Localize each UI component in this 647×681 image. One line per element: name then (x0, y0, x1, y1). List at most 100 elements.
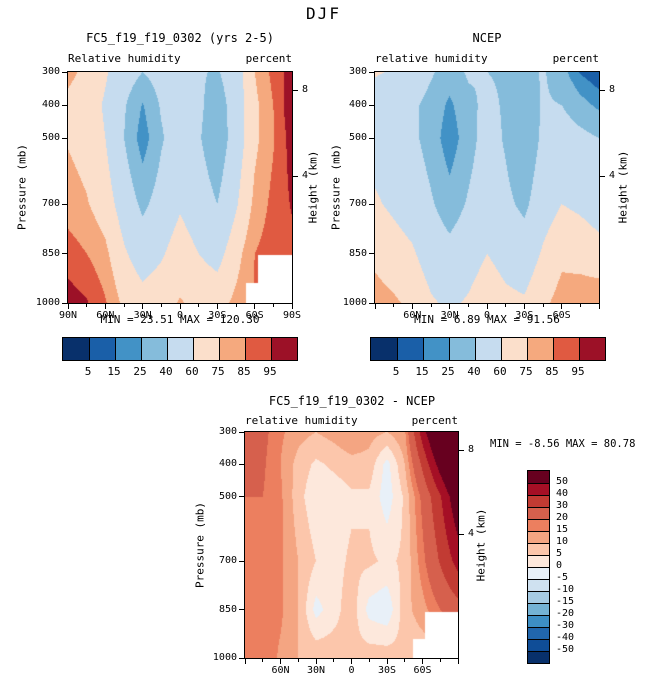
x-tick-label: 30S (515, 310, 534, 321)
y-tick-mark (239, 609, 244, 611)
y-tick-mark (369, 203, 374, 205)
y-tick-label: 700 (41, 198, 60, 209)
contour-plot-diff (244, 431, 459, 659)
y-tick-mark (62, 71, 67, 73)
y-tick-label: 300 (41, 66, 60, 77)
colorbar-cell (528, 615, 549, 627)
figure-title: DJF (306, 4, 341, 23)
panel-diff-height-axis-label: Height (km) (474, 508, 488, 582)
colorbar-tick-label: -30 (556, 620, 575, 631)
x-tick-label: 30S (208, 310, 227, 321)
x-tick-mark (291, 304, 293, 309)
colorbar-cell (528, 495, 549, 507)
panel-model-title: FC5_f19_f19_0302 (yrs 2-5) (86, 31, 274, 45)
colorbar-cell (475, 338, 501, 360)
x-tick-mark (160, 304, 162, 307)
colorbar-cell (219, 338, 245, 360)
y-tick-label: 500 (218, 490, 237, 502)
x-tick-mark (422, 659, 423, 664)
x-tick-mark (457, 659, 459, 664)
colorbar-tick-label: 60 (185, 365, 199, 378)
y-tick-mark (369, 104, 374, 106)
x-tick-mark (439, 659, 441, 662)
colorbar-cell (245, 338, 271, 360)
x-tick-label: 90S (282, 310, 302, 321)
y-tick-label: 400 (348, 99, 367, 110)
x-tick-mark (142, 304, 144, 309)
y-tick-mark (369, 71, 374, 73)
colorbar-cell (528, 555, 549, 567)
colorbar-tick-label: 60 (493, 365, 507, 378)
x-tick-label: 60N (96, 310, 115, 321)
colorbar-tick-label: -20 (556, 608, 575, 619)
y-tick-mark (62, 137, 67, 139)
x-tick-label: 60S (413, 665, 432, 676)
y-tick-mark (62, 253, 67, 254)
colorbar-tick-label: 30 (556, 500, 569, 511)
colorbar-tick-label: 0 (556, 560, 563, 571)
colorbar-cell (397, 338, 423, 360)
contour-plot-ncep (374, 71, 600, 304)
panel-model-height-axis-label: Height (km) (306, 150, 320, 224)
colorbar-tick-label: 75 (211, 365, 225, 378)
y-tick-mark (62, 302, 67, 304)
x-tick-mark (198, 304, 200, 307)
colorbar-cell (141, 338, 167, 360)
y-tick-mark (369, 137, 374, 139)
panel-ncep-subtitle-right: percent (552, 52, 599, 65)
x-tick-mark (561, 304, 563, 309)
x-tick-mark (123, 304, 125, 307)
x-tick-label: 0 (483, 310, 491, 321)
colorbar-cell (528, 519, 549, 531)
y-tick-label: 700 (348, 198, 367, 209)
x-tick-mark (467, 304, 469, 307)
panel-diff-minmax-label: MIN = -8.56 MAX = 80.78 (490, 438, 636, 450)
height-tick-label: 8 (302, 84, 309, 96)
colorbar-tick-label: 20 (556, 512, 569, 523)
colorbar-cell (528, 591, 549, 603)
colorbar-tick-label: 75 (519, 365, 533, 378)
colorbar-tick-label: 40 (159, 365, 173, 378)
x-tick-label: 0 (176, 310, 184, 321)
y-tick-label: 1000 (35, 297, 60, 308)
y-tick-label: 850 (348, 247, 367, 259)
colorbar-cell (528, 543, 549, 555)
x-tick-mark (449, 304, 451, 309)
panel-diff-subtitle-right: percent (411, 414, 458, 427)
y-tick-mark (239, 657, 244, 659)
panel-model-pressure-axis-label: Pressure (mb) (15, 143, 29, 231)
y-tick-mark (62, 203, 67, 205)
height-tick-label: 4 (302, 170, 309, 182)
height-tick-label: 4 (609, 170, 616, 182)
colorbar-tick-label: 85 (545, 365, 559, 378)
panel-diff-subtitle-left: relative humidity (245, 414, 358, 427)
colorbar-tick-label: -50 (556, 644, 575, 655)
colorbar-tick-label: 40 (556, 488, 569, 499)
x-tick-label: 60N (403, 310, 422, 321)
colorbar-cell (579, 338, 605, 360)
colorbar-tick-label: 40 (467, 365, 481, 378)
height-tick-mark (459, 533, 464, 535)
x-tick-mark (104, 304, 106, 309)
colorbar-cell (528, 579, 549, 591)
x-tick-label: 30S (377, 665, 397, 676)
y-tick-mark (369, 253, 374, 254)
colorbar-cell (63, 338, 89, 360)
colorbar-tick-label: 15 (415, 365, 429, 378)
colorbar-cell (501, 338, 527, 360)
contour-plot-model (67, 71, 293, 304)
colorbar-tick-label: 85 (237, 365, 251, 378)
y-tick-label: 300 (348, 66, 367, 77)
x-tick-mark (280, 659, 281, 664)
colorbar-tick-label: 95 (571, 365, 585, 378)
x-tick-mark (244, 659, 246, 664)
panel-ncep-pressure-axis-label: Pressure (mb) (329, 143, 343, 231)
panel-diff-pressure-axis-label: Pressure (mb) (193, 501, 207, 589)
height-tick-label: 4 (468, 528, 475, 540)
y-tick-label: 400 (218, 458, 237, 470)
colorbar-model (62, 337, 298, 361)
x-tick-label: 30N (133, 310, 152, 321)
x-tick-mark (411, 304, 413, 309)
colorbar-tick-label: 10 (556, 536, 569, 547)
y-tick-mark (369, 302, 374, 304)
